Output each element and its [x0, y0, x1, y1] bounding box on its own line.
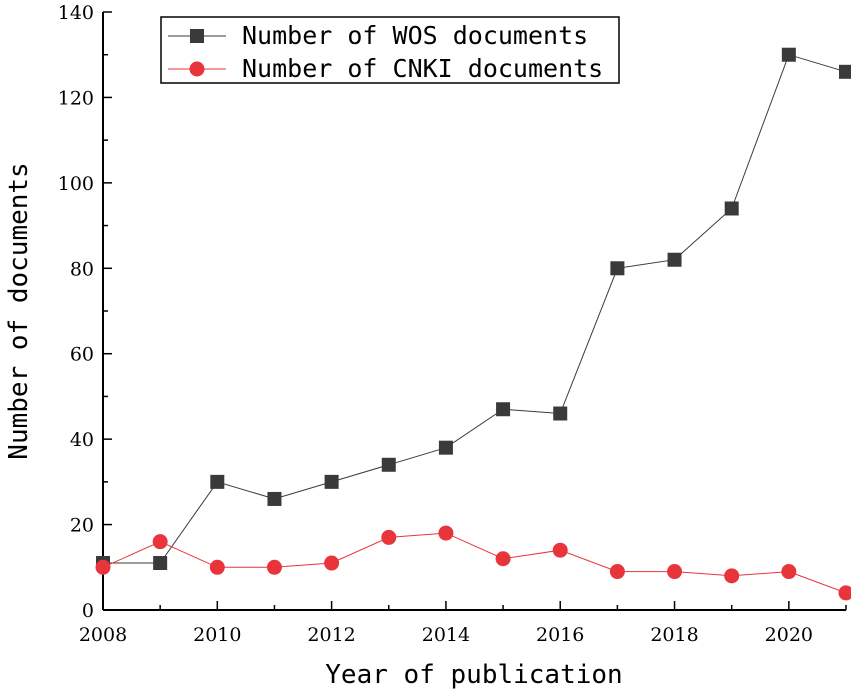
x-tick-label: 2014 — [422, 624, 470, 646]
y-tick-label: 0 — [82, 600, 94, 622]
series-line-cnki — [102, 532, 847, 594]
plot-area — [95, 47, 851, 601]
y-tick-label: 100 — [58, 173, 94, 195]
x-tick-label: 2008 — [79, 624, 127, 646]
x-tick-label: 2020 — [765, 624, 813, 646]
y-tick-label: 60 — [70, 344, 94, 366]
data-point-cnki — [324, 555, 340, 571]
data-point-wos — [210, 474, 225, 489]
data-point-wos — [781, 47, 796, 62]
legend-entry-cnki: Number of CNKI documents — [168, 54, 603, 83]
data-point-cnki — [95, 559, 111, 575]
x-tick-label: 2016 — [536, 624, 584, 646]
data-point-cnki — [838, 585, 851, 601]
x-axis-title: Year of publication — [325, 660, 622, 690]
y-tick-label: 140 — [58, 2, 94, 24]
data-point-wos — [839, 64, 851, 79]
x-tick-label: 2012 — [307, 624, 355, 646]
legend-label-cnki: Number of CNKI documents — [242, 54, 603, 83]
data-point-cnki — [209, 559, 225, 575]
data-point-wos — [153, 556, 168, 571]
legend-box — [160, 16, 620, 84]
x-tick-label: 2010 — [193, 624, 241, 646]
data-point-cnki — [609, 564, 625, 580]
data-point-wos — [610, 261, 625, 276]
data-point-wos — [724, 201, 739, 216]
data-point-cnki — [495, 551, 511, 567]
legend-marker-wos — [190, 29, 204, 43]
legend-entry-wos: Number of WOS documents — [168, 21, 588, 50]
data-point-wos — [553, 406, 568, 421]
data-point-wos — [267, 491, 282, 506]
y-tick-label: 40 — [70, 429, 94, 451]
data-point-cnki — [667, 564, 683, 580]
y-tick-label: 80 — [70, 258, 94, 280]
legend-marker-cnki — [189, 61, 205, 77]
data-point-wos — [324, 474, 339, 489]
data-point-cnki — [438, 525, 454, 541]
x-ticks: 2008 2010 2012 2014 2016 2018 2020 — [79, 601, 847, 646]
data-point-cnki — [724, 568, 740, 584]
data-point-wos — [496, 402, 511, 417]
axes — [102, 12, 846, 611]
data-point-wos — [438, 440, 453, 455]
y-tick-label: 120 — [58, 87, 94, 109]
data-point-cnki — [381, 529, 397, 545]
data-point-cnki — [781, 564, 797, 580]
data-point-cnki — [266, 559, 282, 575]
data-point-wos — [667, 252, 682, 267]
data-point-cnki — [552, 542, 568, 558]
y-tick-label: 20 — [70, 515, 94, 537]
legend: Number of WOS documents Number of CNKI d… — [160, 16, 620, 84]
y-axis-title: Number of documents — [4, 162, 34, 459]
series-line-wos — [103, 54, 847, 564]
legend-label-wos: Number of WOS documents — [242, 21, 588, 50]
y-ticks: 0 20 40 60 80 100 120 140 — [58, 2, 112, 622]
x-tick-label: 2018 — [650, 624, 698, 646]
data-point-wos — [381, 457, 396, 472]
data-point-cnki — [152, 534, 168, 550]
